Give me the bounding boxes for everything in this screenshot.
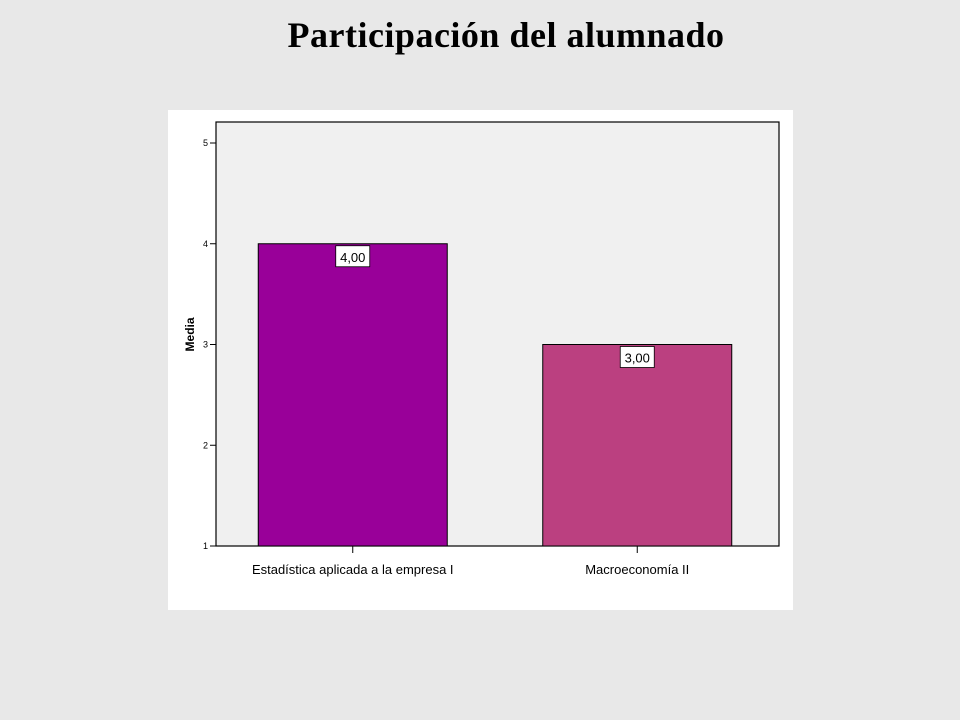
data-label-box	[335, 245, 371, 268]
chart-panel: 1 2 3 4 5 Estadística aplicada a la empresa …	[168, 110, 793, 610]
y-axis-label: Media	[183, 317, 197, 351]
y-tick-label: 3	[203, 340, 208, 350]
y-axis: 1 2 3 4 5	[203, 138, 216, 551]
x-axis: Estadística aplicada a la empresa I Macro…	[252, 546, 689, 577]
data-label-box	[619, 346, 655, 368]
bar-1	[257, 243, 448, 547]
y-tick-label: 4	[203, 239, 208, 249]
bar-2	[542, 344, 733, 547]
data-label: 4,00	[340, 250, 365, 265]
y-tick-label: 2	[203, 440, 208, 450]
x-category-label: Estadística aplicada a la empresa I	[252, 562, 454, 577]
y-tick-label: 5	[203, 138, 208, 148]
y-tick-label: 1	[203, 541, 208, 551]
data-label: 3,00	[625, 351, 650, 366]
bars	[257, 243, 733, 547]
slide-title: Participación del alumnado	[287, 15, 725, 55]
x-category-label: Macroeconomía II	[585, 562, 689, 577]
bar-chart: 1 2 3 4 5 Estadística aplicada a la empresa …	[183, 121, 780, 577]
data-labels: 4,00 3,00	[335, 245, 655, 368]
